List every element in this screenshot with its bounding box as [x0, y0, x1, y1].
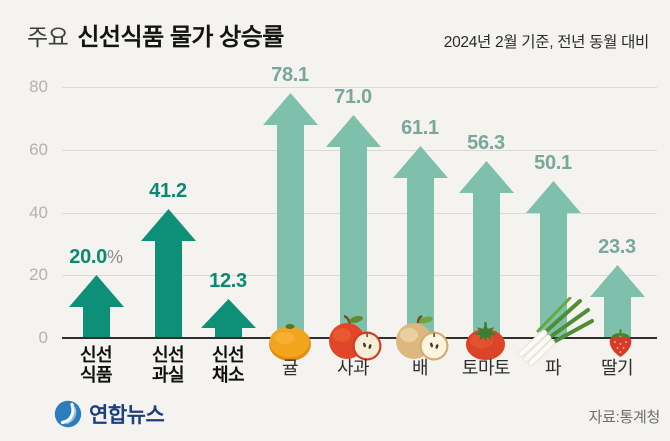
y-tick-label: 80 — [29, 77, 48, 96]
strawberry-icon — [606, 325, 635, 359]
pear-icon — [392, 314, 450, 362]
value-label: 20.0% — [51, 246, 141, 269]
category-label-line: 귤 — [281, 358, 299, 378]
value-label: 78.1 — [271, 64, 309, 86]
category-label-line: 딸기 — [600, 358, 634, 378]
category-label-line: 신선 — [79, 345, 113, 365]
yonhap-globe-icon — [54, 400, 82, 428]
title-main: 신선식품 물가 상승률 — [77, 24, 284, 51]
title-prefix: 주요 — [27, 24, 69, 50]
category-label-line: 채소 — [211, 365, 245, 385]
value-label: 23.3 — [598, 236, 636, 258]
up-arrow-bar — [589, 265, 645, 338]
value-label: 12.3 — [209, 270, 247, 292]
y-tick-label: 20 — [29, 265, 48, 284]
category-label-line: 식품 — [79, 365, 113, 385]
value-label: 41.2 — [149, 180, 187, 202]
logo-text: 연합뉴스 — [89, 404, 165, 427]
category-label: 사과 — [308, 358, 398, 378]
category-label-line: 신선 — [211, 345, 245, 365]
category-label-line: 토마토 — [461, 358, 511, 378]
y-tick-label: 40 — [29, 203, 48, 222]
category-label-line: 신선 — [151, 345, 185, 365]
up-arrow-bar — [325, 115, 381, 338]
up-arrow-bar — [68, 275, 124, 338]
y-tick-label: 0 — [38, 328, 48, 347]
source-credit: 자료:통계청 — [588, 409, 661, 426]
category-label-line: 과실 — [151, 365, 185, 385]
tomato-icon — [462, 318, 509, 361]
category-label: 귤 — [245, 358, 335, 378]
category-label: 배 — [375, 358, 465, 378]
value-label: 50.1 — [534, 152, 572, 174]
category-label-line: 파 — [544, 358, 562, 378]
apple-icon — [325, 314, 383, 362]
percent-sign: % — [107, 247, 123, 267]
y-tick-label: 60 — [29, 140, 48, 159]
category-label: 신선 채소 — [183, 345, 273, 385]
category-label: 신선 식품 — [51, 345, 141, 385]
category-label: 신선 과실 — [123, 345, 213, 385]
up-arrow-bar — [458, 161, 514, 338]
tangerine-icon — [266, 318, 314, 362]
green-onion-icon — [514, 297, 596, 367]
up-arrow-bar — [262, 93, 318, 338]
grid-line — [62, 87, 657, 88]
up-arrow-bar — [525, 181, 581, 338]
value-label: 71.0 — [334, 86, 372, 108]
category-label: 파 — [508, 358, 598, 378]
up-arrow-bar — [200, 299, 256, 338]
up-arrow-bar — [392, 146, 448, 338]
page-title: 주요 신선식품 물가 상승률 — [27, 17, 284, 52]
category-label: 딸기 — [572, 358, 662, 378]
category-label: 토마토 — [441, 358, 531, 378]
up-arrow-bar — [140, 209, 196, 338]
category-label-line: 배 — [411, 358, 429, 378]
value-label: 56.3 — [467, 132, 505, 154]
value-number: 20.0 — [69, 246, 107, 268]
subtitle: 2024년 2월 기준, 전년 동월 대비 — [443, 34, 650, 51]
yonhap-logo: 연합뉴스 — [54, 399, 165, 429]
value-label: 61.1 — [401, 117, 439, 139]
category-label-line: 사과 — [336, 358, 370, 378]
